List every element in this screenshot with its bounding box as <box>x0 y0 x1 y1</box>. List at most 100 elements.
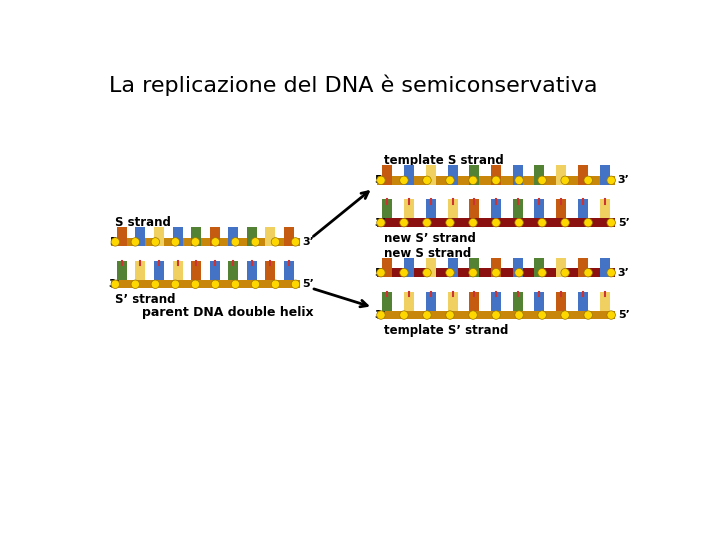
Circle shape <box>111 238 120 246</box>
Circle shape <box>291 280 300 288</box>
Bar <box>382 292 392 311</box>
Text: La replicazione del DNA è semiconservativa: La replicazione del DNA è semiconservati… <box>109 74 598 96</box>
Circle shape <box>151 238 160 246</box>
Circle shape <box>515 218 523 227</box>
Circle shape <box>469 176 477 185</box>
Text: 5’: 5’ <box>374 268 386 278</box>
Circle shape <box>538 176 546 185</box>
Circle shape <box>231 280 240 288</box>
Circle shape <box>469 311 477 319</box>
Circle shape <box>561 311 570 319</box>
Bar <box>469 165 480 185</box>
Bar <box>491 199 501 218</box>
Text: 3’: 3’ <box>109 279 121 289</box>
Bar <box>448 199 458 218</box>
Text: template S strand: template S strand <box>384 154 504 167</box>
Circle shape <box>423 268 431 277</box>
Bar <box>556 292 566 311</box>
Bar <box>404 258 414 277</box>
Bar <box>556 165 566 185</box>
Circle shape <box>515 311 523 319</box>
Text: S strand: S strand <box>115 216 171 229</box>
Text: 3’: 3’ <box>374 218 386 228</box>
Text: 5’: 5’ <box>618 218 629 228</box>
Bar <box>600 258 610 277</box>
Circle shape <box>377 268 385 277</box>
Bar <box>448 258 458 277</box>
Bar <box>228 227 238 246</box>
Circle shape <box>446 268 454 277</box>
Bar <box>426 258 436 277</box>
Circle shape <box>607 268 616 277</box>
Circle shape <box>171 280 179 288</box>
Circle shape <box>492 176 500 185</box>
Text: 3’: 3’ <box>618 176 629 185</box>
Bar <box>578 258 588 277</box>
Bar <box>578 165 588 185</box>
Bar <box>448 165 458 185</box>
Bar <box>247 227 257 246</box>
Text: 3’: 3’ <box>374 310 386 320</box>
Bar <box>117 227 127 246</box>
Bar <box>491 258 501 277</box>
Circle shape <box>538 218 546 227</box>
Bar <box>404 292 414 311</box>
Circle shape <box>211 238 220 246</box>
Circle shape <box>211 280 220 288</box>
Text: 5’: 5’ <box>302 279 314 289</box>
Bar <box>513 258 523 277</box>
Bar <box>173 227 183 246</box>
Text: new S strand: new S strand <box>384 247 472 260</box>
Circle shape <box>492 311 500 319</box>
Bar <box>534 258 544 277</box>
Circle shape <box>561 218 570 227</box>
Circle shape <box>191 280 199 288</box>
Bar <box>556 199 566 218</box>
Circle shape <box>607 311 616 319</box>
Text: 5’: 5’ <box>109 237 121 247</box>
Bar <box>491 292 501 311</box>
Bar <box>228 261 238 280</box>
Circle shape <box>492 218 500 227</box>
Bar <box>469 258 480 277</box>
Circle shape <box>584 268 593 277</box>
Circle shape <box>446 176 454 185</box>
Bar <box>426 165 436 185</box>
Text: template S’ strand: template S’ strand <box>384 325 509 338</box>
Circle shape <box>492 268 500 277</box>
Circle shape <box>400 311 408 319</box>
Bar <box>382 199 392 218</box>
Circle shape <box>131 280 140 288</box>
Bar <box>534 199 544 218</box>
Bar <box>578 292 588 311</box>
Circle shape <box>515 176 523 185</box>
Bar <box>404 199 414 218</box>
Bar <box>135 261 145 280</box>
Bar <box>556 258 566 277</box>
Circle shape <box>607 218 616 227</box>
Bar <box>377 268 616 277</box>
Circle shape <box>251 280 260 288</box>
Bar <box>173 261 183 280</box>
Bar <box>266 227 275 246</box>
Bar <box>284 227 294 246</box>
Bar <box>513 292 523 311</box>
Circle shape <box>469 218 477 227</box>
Bar <box>266 261 275 280</box>
Bar <box>135 227 145 246</box>
Bar <box>377 311 616 319</box>
Bar <box>111 280 300 288</box>
Circle shape <box>251 238 260 246</box>
Text: 3’: 3’ <box>618 268 629 278</box>
Circle shape <box>538 268 546 277</box>
Bar <box>154 261 164 280</box>
Circle shape <box>561 176 570 185</box>
Circle shape <box>271 238 279 246</box>
Circle shape <box>400 176 408 185</box>
Bar <box>426 199 436 218</box>
Circle shape <box>377 218 385 227</box>
Circle shape <box>423 311 431 319</box>
Circle shape <box>400 268 408 277</box>
Bar <box>469 199 480 218</box>
Circle shape <box>607 176 616 185</box>
